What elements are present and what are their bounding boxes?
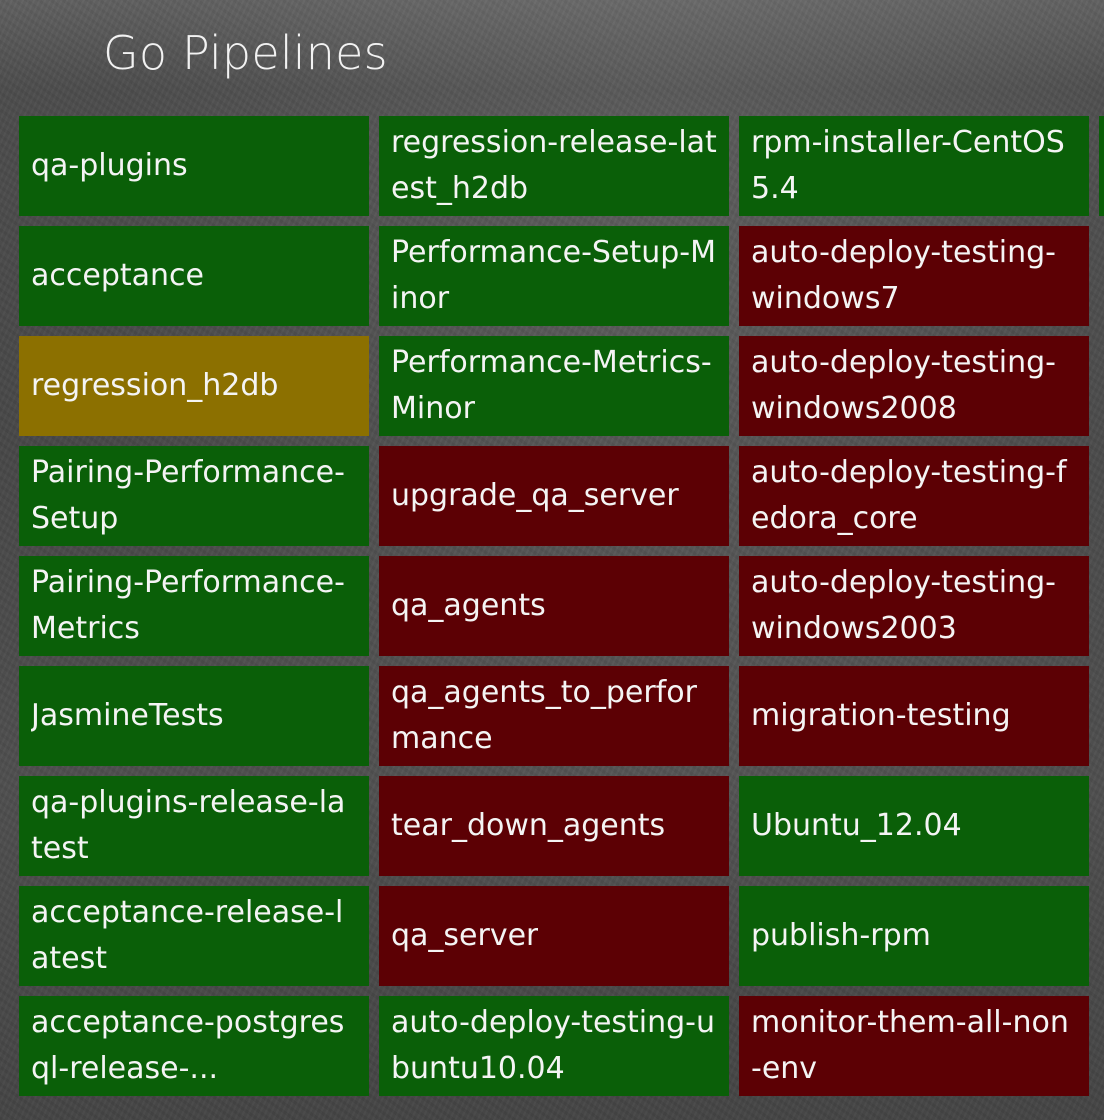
pipeline-name: regression_h2db <box>31 368 279 403</box>
pipeline-name: migration-testing <box>751 698 1011 733</box>
pipeline-name: qa-plugins-release-latest <box>31 785 346 866</box>
pipeline-tile[interactable]: qa-plugins-release-latest <box>19 776 369 876</box>
pipeline-name: Pairing-Performance-Setup <box>31 455 345 536</box>
pipeline-tile[interactable]: Performance-Metrics-Minor <box>379 336 729 436</box>
pipeline-name: auto-deploy-testing-ubuntu10.04 <box>391 1005 716 1086</box>
pipeline-tile[interactable]: publish-rpm <box>739 886 1089 986</box>
pipeline-name: Pairing-Performance-Metrics <box>31 565 345 646</box>
pipeline-name: Performance-Metrics-Minor <box>391 345 712 426</box>
pipeline-tile[interactable]: rpm-installer-CentOS5.4 <box>739 116 1089 216</box>
pipeline-name: JasmineTests <box>31 698 224 733</box>
pipeline-tile[interactable]: regression_h2db <box>19 336 369 436</box>
pipeline-tile[interactable]: qa_agents_to_performance <box>379 666 729 766</box>
pipeline-tile[interactable]: monitor-them-all-non-env <box>739 996 1089 1096</box>
pipeline-tile[interactable]: upgrade_qa_server <box>379 446 729 546</box>
pipeline-name: regression-release-latest_h2db <box>391 125 717 206</box>
pipeline-tile[interactable]: auto-deploy-testing-windows2008 <box>739 336 1089 436</box>
pipeline-tile[interactable]: Pairing-Performance-Metrics <box>19 556 369 656</box>
pipeline-tile[interactable]: auto-deploy-testing-windows2003 <box>739 556 1089 656</box>
pipeline-name: acceptance <box>31 258 204 293</box>
pipeline-name: rpm-installer-CentOS5.4 <box>751 125 1065 206</box>
pipeline-name: Ubuntu_12.04 <box>751 808 962 843</box>
pipeline-name: auto-deploy-testing-windows2008 <box>751 345 1057 426</box>
pipeline-name: acceptance-postgresql-release-... <box>31 1005 345 1086</box>
pipeline-tile[interactable]: acceptance-postgresql-release-... <box>19 996 369 1096</box>
pipeline-tile[interactable]: auto-deploy-testing-windows7 <box>739 226 1089 326</box>
pipeline-name: qa_server <box>391 918 539 953</box>
pipeline-tile[interactable]: acceptance <box>19 226 369 326</box>
pipeline-name: auto-deploy-testing-windows2003 <box>751 565 1057 646</box>
pipeline-tile[interactable]: qa_server <box>379 886 729 986</box>
pipeline-tile[interactable]: JasmineTests <box>19 666 369 766</box>
pipeline-tile[interactable]: migration-testing <box>739 666 1089 766</box>
pipeline-tile[interactable]: acceptance-release-latest <box>19 886 369 986</box>
pipeline-name: qa-plugins <box>31 148 188 183</box>
pipeline-tile-grid: qa-plugins regression-release-latest_h2db… <box>19 116 1089 1096</box>
pipeline-name: tear_down_agents <box>391 808 666 843</box>
pipeline-name: acceptance-release-latest <box>31 895 344 976</box>
page-title: Go Pipelines <box>103 26 388 80</box>
pipeline-name: publish-rpm <box>751 918 931 953</box>
pipeline-tile[interactable]: Pairing-Performance-Setup <box>19 446 369 546</box>
pipeline-name: auto-deploy-testing-windows7 <box>751 235 1057 316</box>
pipeline-name: upgrade_qa_server <box>391 478 679 513</box>
pipeline-tile[interactable]: regression-release-latest_h2db <box>379 116 729 216</box>
pipeline-name: auto-deploy-testing-fedora_core <box>751 455 1067 536</box>
pipeline-tile[interactable]: auto-deploy-testing-ubuntu10.04 <box>379 996 729 1096</box>
pipeline-name: qa_agents_to_performance <box>391 675 697 756</box>
pipeline-tile[interactable]: tear_down_agents <box>379 776 729 876</box>
pipeline-tile[interactable]: auto-deploy-testing-fedora_core <box>739 446 1089 546</box>
pipeline-tile[interactable]: Ubuntu_12.04 <box>739 776 1089 876</box>
pipeline-name: monitor-them-all-non-env <box>751 1005 1069 1086</box>
pipeline-tile[interactable]: qa-plugins <box>19 116 369 216</box>
pipeline-name: Performance-Setup-Minor <box>391 235 716 316</box>
pipeline-tile[interactable]: qa_agents <box>379 556 729 656</box>
pipeline-tile[interactable]: Performance-Setup-Minor <box>379 226 729 326</box>
pipeline-name: qa_agents <box>391 588 546 623</box>
offscreen-pipeline-tile[interactable] <box>1099 116 1104 216</box>
